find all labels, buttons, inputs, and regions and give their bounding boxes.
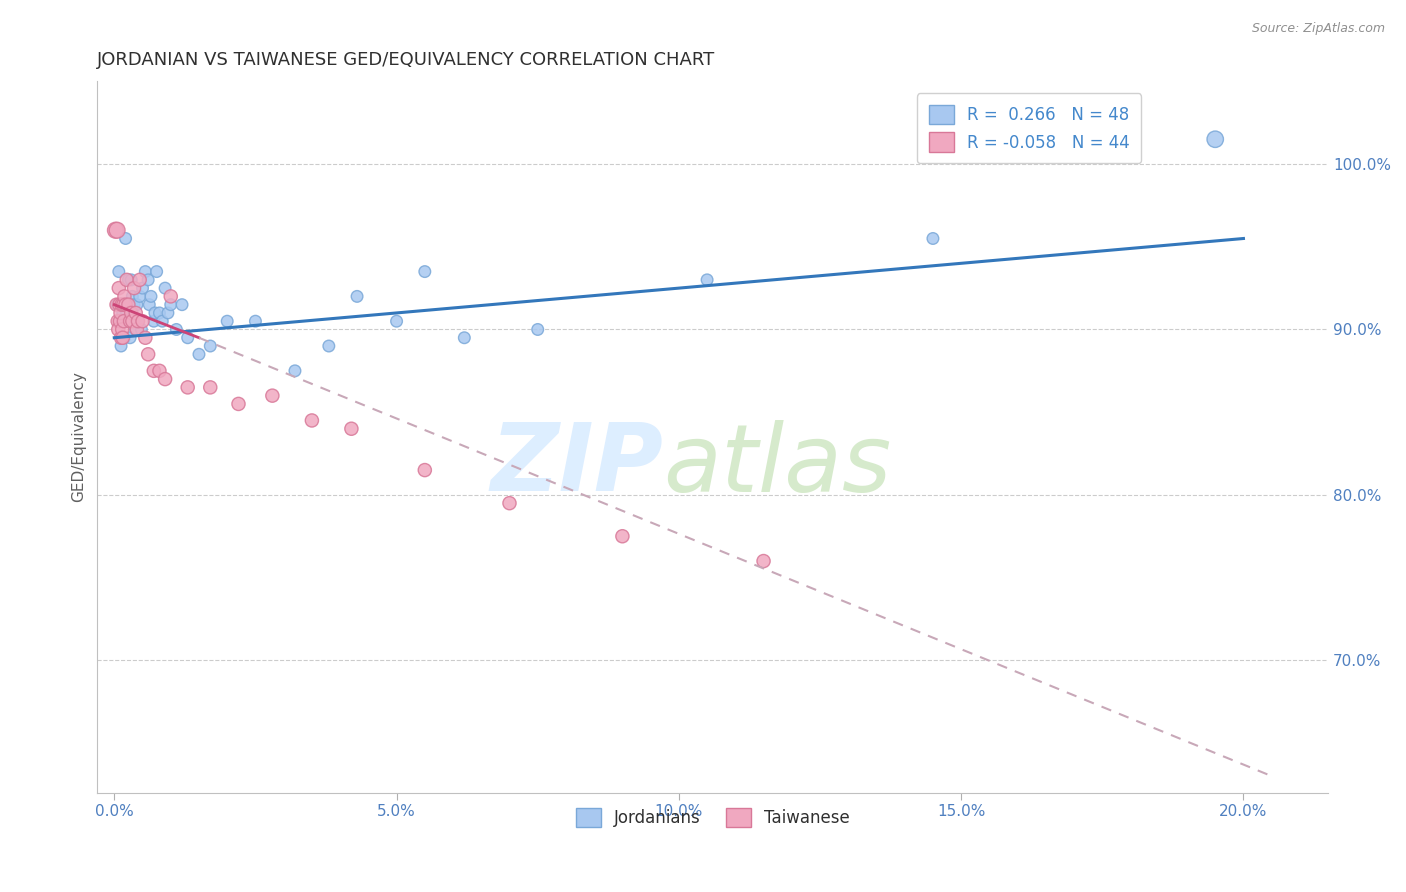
Point — [526, 322, 548, 336]
Point — [148, 306, 170, 320]
Point — [922, 231, 945, 245]
Point — [117, 298, 139, 312]
Point — [143, 306, 166, 320]
Point — [696, 273, 718, 287]
Point — [125, 322, 148, 336]
Point — [145, 264, 167, 278]
Text: atlas: atlas — [664, 420, 891, 511]
Point — [114, 289, 136, 303]
Point — [159, 289, 181, 303]
Point — [176, 331, 198, 345]
Point — [114, 331, 136, 345]
Point — [125, 322, 148, 336]
Point — [153, 372, 176, 386]
Point — [105, 298, 128, 312]
Point — [385, 314, 408, 328]
Point — [752, 554, 775, 568]
Point — [114, 298, 136, 312]
Point — [301, 413, 323, 427]
Point — [105, 298, 128, 312]
Point — [107, 322, 129, 336]
Point — [111, 298, 134, 312]
Point — [142, 364, 165, 378]
Point — [112, 314, 135, 328]
Point — [150, 314, 173, 328]
Point — [120, 306, 142, 320]
Point — [121, 314, 143, 328]
Point — [120, 314, 142, 328]
Point — [128, 273, 150, 287]
Point — [228, 397, 250, 411]
Point — [284, 364, 307, 378]
Point — [176, 380, 198, 394]
Point — [110, 331, 132, 345]
Point — [413, 463, 436, 477]
Point — [498, 496, 520, 510]
Point — [159, 298, 181, 312]
Point — [127, 314, 149, 328]
Point — [188, 347, 211, 361]
Point — [148, 364, 170, 378]
Point — [120, 273, 142, 287]
Point — [112, 298, 135, 312]
Point — [453, 331, 475, 345]
Point — [110, 306, 132, 320]
Point — [107, 281, 129, 295]
Point — [138, 298, 160, 312]
Point — [1204, 132, 1226, 146]
Point — [318, 339, 340, 353]
Point — [127, 314, 149, 328]
Point — [340, 422, 363, 436]
Point — [110, 339, 132, 353]
Point — [108, 298, 131, 312]
Point — [134, 331, 156, 345]
Point — [200, 380, 222, 394]
Point — [136, 347, 159, 361]
Point — [105, 223, 128, 237]
Point — [134, 264, 156, 278]
Point — [115, 273, 138, 287]
Point — [125, 298, 148, 312]
Point — [107, 314, 129, 328]
Point — [346, 289, 368, 303]
Point — [111, 322, 134, 336]
Point — [108, 314, 131, 328]
Point — [131, 281, 153, 295]
Point — [107, 264, 129, 278]
Y-axis label: GED/Equivalency: GED/Equivalency — [72, 372, 86, 502]
Point — [165, 322, 187, 336]
Point — [111, 306, 134, 320]
Point — [125, 306, 148, 320]
Point — [104, 223, 127, 237]
Point — [139, 289, 162, 303]
Point — [117, 273, 139, 287]
Point — [217, 314, 239, 328]
Text: Source: ZipAtlas.com: Source: ZipAtlas.com — [1251, 22, 1385, 36]
Point — [413, 264, 436, 278]
Point — [153, 281, 176, 295]
Point — [121, 289, 143, 303]
Point — [114, 231, 136, 245]
Text: JORDANIAN VS TAIWANESE GED/EQUIVALENCY CORRELATION CHART: JORDANIAN VS TAIWANESE GED/EQUIVALENCY C… — [97, 51, 716, 69]
Point — [122, 298, 145, 312]
Text: ZIP: ZIP — [491, 419, 664, 511]
Point — [120, 331, 142, 345]
Point — [122, 281, 145, 295]
Point — [612, 529, 634, 543]
Point — [131, 314, 153, 328]
Point — [142, 314, 165, 328]
Point — [136, 273, 159, 287]
Legend: Jordanians, Taiwanese: Jordanians, Taiwanese — [569, 802, 856, 834]
Point — [128, 289, 150, 303]
Point — [156, 306, 179, 320]
Point — [111, 331, 134, 345]
Point — [108, 314, 131, 328]
Point — [245, 314, 267, 328]
Point — [170, 298, 193, 312]
Point — [131, 322, 153, 336]
Point — [115, 306, 138, 320]
Point — [262, 389, 284, 403]
Point — [200, 339, 222, 353]
